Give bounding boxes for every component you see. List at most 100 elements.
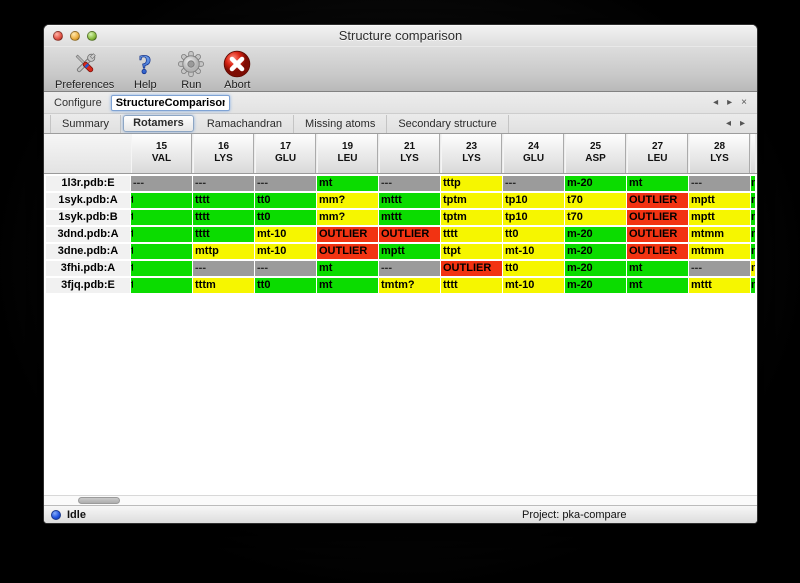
table-cell[interactable]: mt bbox=[627, 278, 688, 293]
table-cell[interactable]: mptt bbox=[689, 210, 750, 225]
minimize-button[interactable] bbox=[70, 31, 80, 41]
cell-text: OUTLIER bbox=[629, 228, 678, 240]
table-cell[interactable]: m-20 bbox=[565, 278, 626, 293]
table-cell[interactable]: mt bbox=[317, 176, 378, 191]
table-cell[interactable]: t bbox=[131, 261, 192, 276]
table-cell[interactable]: mm? bbox=[317, 193, 378, 208]
configure-name-input[interactable] bbox=[110, 94, 230, 111]
table-cell[interactable]: --- bbox=[379, 261, 440, 276]
title-bar[interactable]: Structure comparison bbox=[44, 25, 757, 47]
table-cell[interactable]: t70 bbox=[565, 210, 626, 225]
tab-summary[interactable]: Summary bbox=[50, 114, 122, 133]
table-cell[interactable]: mm? bbox=[317, 210, 378, 225]
table-cell[interactable]: t bbox=[131, 210, 192, 225]
table-cell[interactable]: t bbox=[131, 193, 192, 208]
tab-missing-atoms[interactable]: Missing atoms bbox=[294, 114, 388, 133]
table-cell[interactable]: mptt bbox=[689, 193, 750, 208]
table-cell[interactable]: tp10 bbox=[503, 193, 564, 208]
table-cell[interactable]: --- bbox=[255, 261, 316, 276]
table-cell[interactable]: mt-10 bbox=[255, 244, 316, 259]
table-cell[interactable]: mtmm bbox=[689, 227, 750, 242]
table-cell[interactable]: tt0 bbox=[255, 278, 316, 293]
table-cell[interactable]: tttt bbox=[441, 278, 502, 293]
toolbar-button-label: Help bbox=[134, 79, 157, 91]
table-cell[interactable]: tt0 bbox=[255, 193, 316, 208]
table-cell[interactable]: --- bbox=[193, 261, 254, 276]
horizontal-scrollbar[interactable] bbox=[44, 495, 757, 505]
table-cell[interactable]: OUTLIER bbox=[627, 210, 688, 225]
table-cell[interactable]: t70 bbox=[565, 193, 626, 208]
table-cell[interactable]: mt bbox=[317, 261, 378, 276]
scrollbar-thumb[interactable] bbox=[78, 497, 120, 504]
table-cell[interactable]: OUTLIER bbox=[627, 193, 688, 208]
table-cell[interactable]: t bbox=[131, 278, 192, 293]
table-cell[interactable]: --- bbox=[255, 176, 316, 191]
cell-text: mt-10 bbox=[505, 279, 535, 291]
table-cell[interactable]: m-20 bbox=[565, 261, 626, 276]
table-cell[interactable]: tptm bbox=[441, 193, 502, 208]
cell-text: m-20 bbox=[567, 245, 593, 257]
tab-rotamers[interactable]: Rotamers bbox=[123, 115, 194, 132]
table-cell[interactable]: tt0 bbox=[503, 227, 564, 242]
table-cell-partial: m bbox=[751, 193, 755, 208]
table-cell[interactable]: OUTLIER bbox=[627, 227, 688, 242]
table-cell[interactable]: --- bbox=[193, 176, 254, 191]
table-cell[interactable]: tttp bbox=[441, 176, 502, 191]
table-cell[interactable]: t bbox=[131, 244, 192, 259]
table-cell[interactable]: t bbox=[131, 227, 192, 242]
run-button[interactable]: Run bbox=[173, 49, 209, 91]
table-cell[interactable]: OUTLIER bbox=[317, 244, 378, 259]
table-cell[interactable]: OUTLIER bbox=[379, 227, 440, 242]
table-cell[interactable]: mt-10 bbox=[503, 278, 564, 293]
cell-text: --- bbox=[195, 262, 206, 274]
table-cell[interactable]: OUTLIER bbox=[441, 261, 502, 276]
abort-button[interactable]: Abort bbox=[219, 49, 255, 91]
table-cell[interactable]: mt bbox=[627, 176, 688, 191]
table-cell[interactable]: tt0 bbox=[503, 261, 564, 276]
table-cell[interactable]: m-20 bbox=[565, 244, 626, 259]
tab-ramachandran[interactable]: Ramachandran bbox=[196, 114, 295, 133]
table-cell[interactable]: mt-10 bbox=[255, 227, 316, 242]
table-cell[interactable]: tttt bbox=[193, 210, 254, 225]
pane-next-button[interactable]: ▸ bbox=[727, 97, 733, 108]
table-cell[interactable]: mt-10 bbox=[503, 244, 564, 259]
table-cell[interactable]: tttt bbox=[193, 193, 254, 208]
table-cell[interactable]: --- bbox=[503, 176, 564, 191]
table-cell[interactable]: --- bbox=[131, 176, 192, 191]
table-cell[interactable]: m-20 bbox=[565, 176, 626, 191]
pane-close-button[interactable]: × bbox=[741, 97, 747, 108]
table-cell[interactable]: tmtm? bbox=[379, 278, 440, 293]
cell-text: m-20 bbox=[567, 279, 593, 291]
table-cell[interactable]: OUTLIER bbox=[317, 227, 378, 242]
table-cell-partial: m bbox=[751, 227, 755, 242]
table-cell[interactable]: tttm bbox=[193, 278, 254, 293]
table-cell[interactable]: tp10 bbox=[503, 210, 564, 225]
table-cell[interactable]: tt0 bbox=[255, 210, 316, 225]
table-cell[interactable]: mttt bbox=[379, 193, 440, 208]
table-cell[interactable]: mt bbox=[627, 261, 688, 276]
zoom-button[interactable] bbox=[87, 31, 97, 41]
table-cell[interactable]: mttt bbox=[689, 278, 750, 293]
table-cell[interactable]: mtmm bbox=[689, 244, 750, 259]
close-button[interactable] bbox=[53, 31, 63, 41]
table-cell[interactable]: mptt bbox=[379, 244, 440, 259]
table-cell[interactable]: --- bbox=[689, 261, 750, 276]
tab-secondary-structure[interactable]: Secondary structure bbox=[387, 114, 509, 133]
table-cell[interactable]: OUTLIER bbox=[627, 244, 688, 259]
table-cell[interactable]: tttt bbox=[193, 227, 254, 242]
table-cell[interactable]: mt bbox=[317, 278, 378, 293]
table-cell[interactable]: mttt bbox=[379, 210, 440, 225]
tab-next-button[interactable]: ▸ bbox=[739, 118, 745, 129]
preferences-button[interactable]: Preferences bbox=[52, 49, 117, 91]
table-cell[interactable]: ttpt bbox=[441, 244, 502, 259]
tab-prev-button[interactable]: ◂ bbox=[725, 118, 731, 129]
table-cell[interactable]: m-20 bbox=[565, 227, 626, 242]
table-cell[interactable]: --- bbox=[379, 176, 440, 191]
cell-text: tttt bbox=[195, 228, 210, 240]
table-cell[interactable]: tptm bbox=[441, 210, 502, 225]
table-cell[interactable]: tttt bbox=[441, 227, 502, 242]
table-cell[interactable]: mttp bbox=[193, 244, 254, 259]
pane-prev-button[interactable]: ◂ bbox=[713, 97, 719, 108]
table-cell[interactable]: --- bbox=[689, 176, 750, 191]
help-button[interactable]: ? Help bbox=[127, 49, 163, 91]
